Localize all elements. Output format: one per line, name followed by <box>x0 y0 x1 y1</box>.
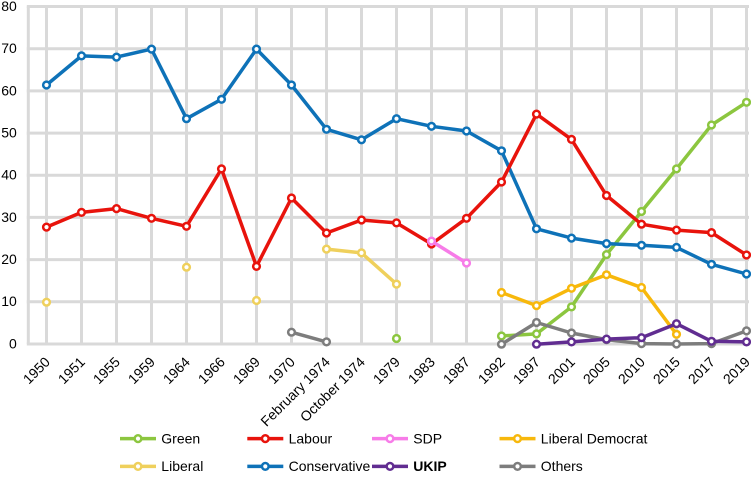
svg-text:80: 80 <box>1 0 17 14</box>
svg-text:Green: Green <box>161 430 200 446</box>
svg-text:0: 0 <box>9 335 17 351</box>
svg-text:50: 50 <box>1 125 17 141</box>
svg-text:40: 40 <box>1 167 17 183</box>
svg-text:Labour: Labour <box>289 430 333 446</box>
svg-text:Others: Others <box>541 458 583 474</box>
svg-text:Conservative: Conservative <box>289 458 371 474</box>
svg-text:10: 10 <box>1 293 17 309</box>
svg-text:UKIP: UKIP <box>413 458 446 474</box>
svg-text:30: 30 <box>1 209 17 225</box>
svg-text:60: 60 <box>1 82 17 98</box>
svg-text:70: 70 <box>1 40 17 56</box>
svg-text:Liberal: Liberal <box>161 458 203 474</box>
svg-text:SDP: SDP <box>413 430 442 446</box>
svg-text:20: 20 <box>1 251 17 267</box>
svg-text:Liberal Democrat: Liberal Democrat <box>541 430 648 446</box>
